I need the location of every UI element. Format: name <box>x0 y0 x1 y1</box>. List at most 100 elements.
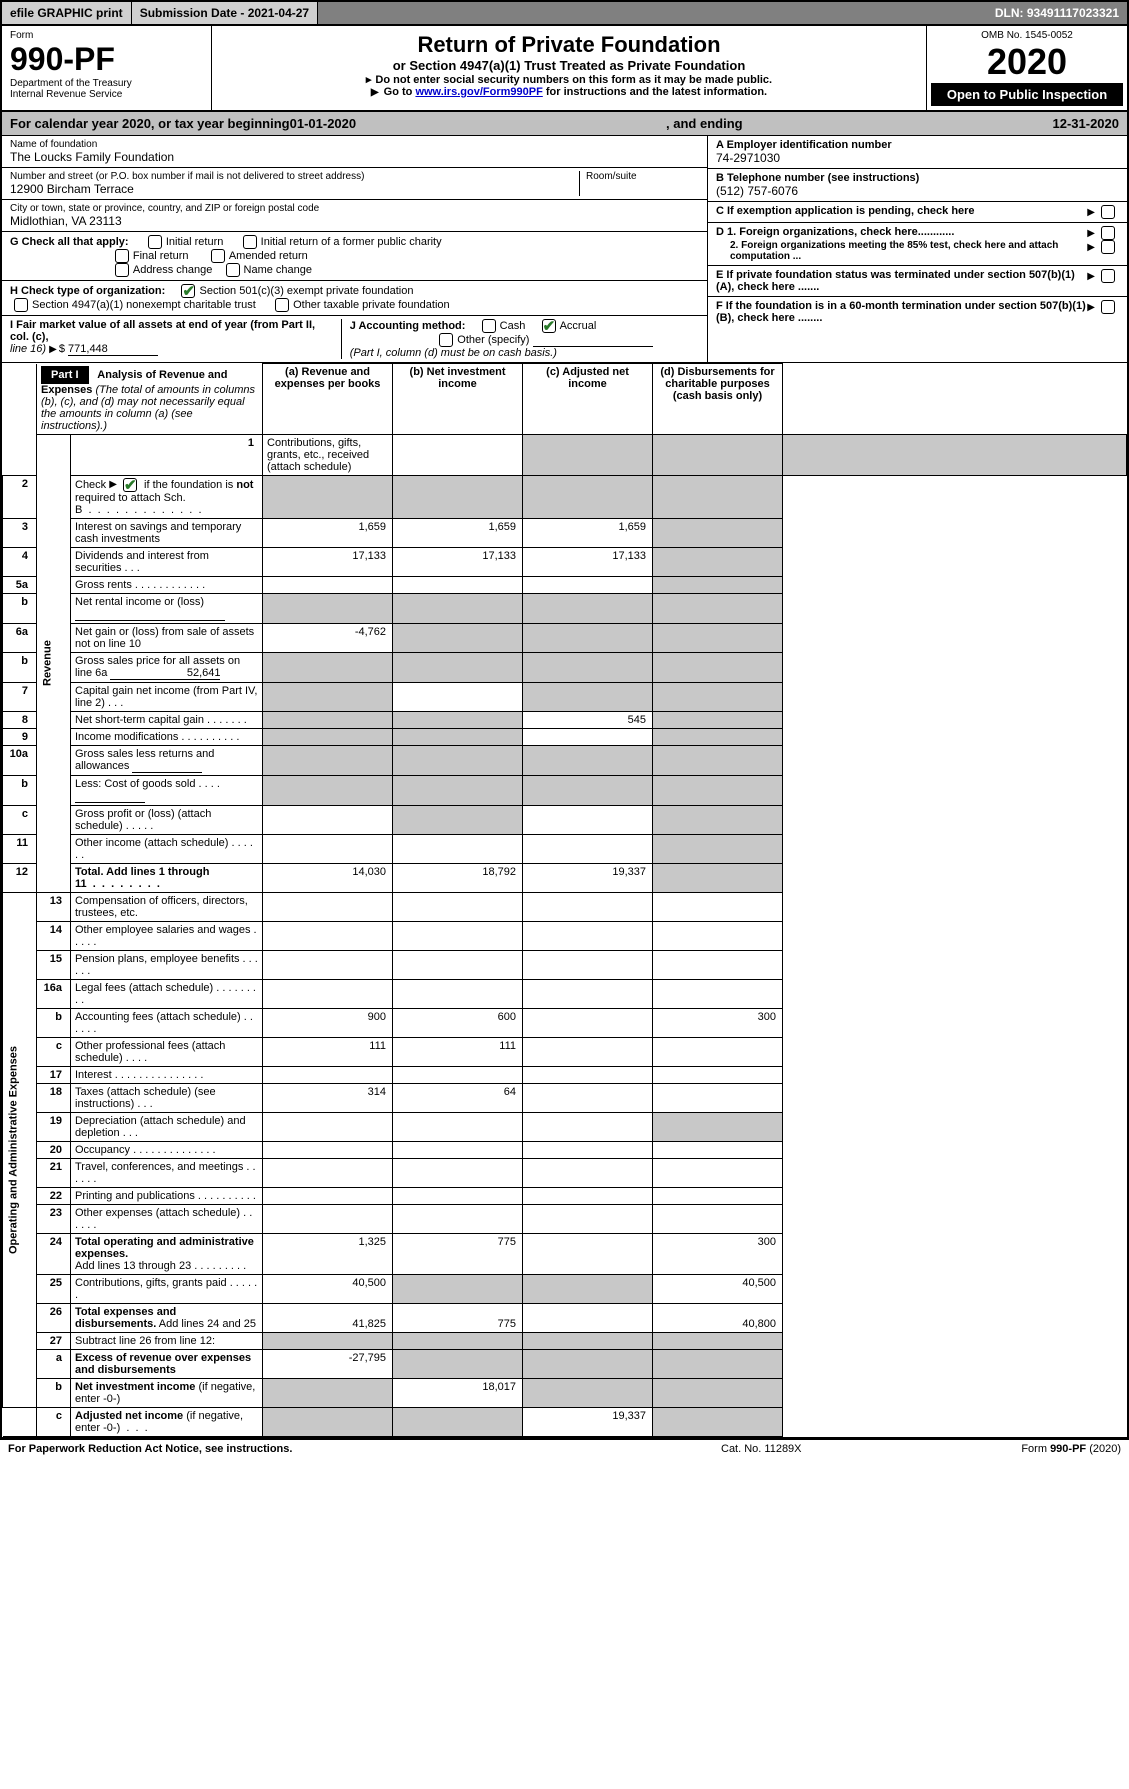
f-label: F If the foundation is in a 60-month ter… <box>716 300 1087 324</box>
g-o2: Initial return of a former public charit… <box>261 236 442 248</box>
check-cash[interactable] <box>482 319 496 333</box>
check-4947a1[interactable] <box>14 298 28 312</box>
room-label: Room/suite <box>586 171 699 182</box>
lineno: c <box>37 1407 71 1436</box>
lineno: 13 <box>37 892 71 921</box>
lineno: b <box>3 593 37 623</box>
j-note: (Part I, column (d) must be on cash basi… <box>350 347 557 359</box>
desc: Interest on savings and temporary cash i… <box>71 518 263 547</box>
e-cell: E If private foundation status was termi… <box>708 266 1127 297</box>
check-f[interactable] <box>1101 300 1115 314</box>
val-b: 18,017 <box>393 1378 523 1407</box>
row-26: 26 Total expenses and disbursements. Add… <box>3 1303 1127 1332</box>
val-a: 40,500 <box>263 1274 393 1303</box>
tax-year-row: For calendar year 2020, or tax year begi… <box>2 112 1127 136</box>
form-header: Form 990-PF Department of the Treasury I… <box>2 26 1127 112</box>
part1-header: Part I <box>41 366 89 384</box>
val-a: 111 <box>263 1037 393 1066</box>
street-address: 12900 Bircham Terrace <box>10 182 579 196</box>
g-o6: Name change <box>244 264 313 276</box>
instructions-link[interactable]: www.irs.gov/Form990PF <box>415 86 542 98</box>
check-initial-former[interactable] <box>243 235 257 249</box>
row-11: 11 Other income (attach schedule) . . . … <box>3 834 1127 863</box>
footer: For Paperwork Reduction Act Notice, see … <box>0 1439 1129 1458</box>
tel-label: B Telephone number (see instructions) <box>716 172 1119 184</box>
check-sch-b[interactable] <box>123 478 137 492</box>
i-line16: line 16) <box>10 343 46 355</box>
row-27: 27 Subtract line 26 from line 12: <box>3 1332 1127 1349</box>
desc: Income modifications . . . . . . . . . . <box>71 728 263 745</box>
check-d1[interactable] <box>1101 226 1115 240</box>
row-1: Revenue 1 Contributions, gifts, grants, … <box>3 434 1127 475</box>
desc: Gross profit or (loss) (attach schedule)… <box>71 805 263 834</box>
form-title: Return of Private Foundation <box>218 32 920 58</box>
lineno: 4 <box>3 547 37 576</box>
city-label: City or town, state or province, country… <box>10 203 699 214</box>
tax-year-end: 12-31-2020 <box>1053 116 1120 131</box>
lineno: c <box>3 805 37 834</box>
row-7: 7 Capital gain net income (from Part IV,… <box>3 682 1127 711</box>
val-c: 545 <box>523 711 653 728</box>
city-state-zip: Midlothian, VA 23113 <box>10 214 699 228</box>
instr-2: Go to www.irs.gov/Form990PF for instruct… <box>218 86 920 98</box>
efile-print-button[interactable]: efile GRAPHIC print <box>2 2 132 24</box>
check-501c3[interactable] <box>181 284 195 298</box>
check-initial-return[interactable] <box>148 235 162 249</box>
check-e[interactable] <box>1101 269 1115 283</box>
g-o5: Address change <box>133 264 213 276</box>
desc: Gross sales price for all assets on line… <box>71 652 263 682</box>
val-b: 775 <box>393 1233 523 1274</box>
submission-date-button[interactable]: Submission Date - 2021-04-27 <box>132 2 318 24</box>
check-other-method[interactable] <box>439 333 453 347</box>
check-name-change[interactable] <box>226 263 240 277</box>
section-h: H Check type of organization: Section 50… <box>2 281 707 316</box>
section-ij: I Fair market value of all assets at end… <box>2 316 707 362</box>
lineno: 24 <box>37 1233 71 1274</box>
fmv-value: 771,448 <box>68 343 158 356</box>
check-c[interactable] <box>1101 205 1115 219</box>
city-cell: City or town, state or province, country… <box>2 200 707 232</box>
desc: Printing and publications . . . . . . . … <box>71 1187 263 1204</box>
check-final-return[interactable] <box>115 249 129 263</box>
check-amended-return[interactable] <box>211 249 225 263</box>
footer-mid: Cat. No. 11289X <box>721 1443 921 1455</box>
desc: Adjusted net income (if negative, enter … <box>71 1407 263 1436</box>
lineno: 15 <box>37 950 71 979</box>
desc: Contributions, gifts, grants paid . . . … <box>71 1274 263 1303</box>
instr-2-pre: Go to <box>384 86 416 98</box>
row-10a: 10a Gross sales less returns and allowan… <box>3 745 1127 775</box>
desc: Check if the foundation is not required … <box>71 475 263 518</box>
entity-left: Name of foundation The Loucks Family Fou… <box>2 136 707 362</box>
e-label: E If private foundation status was termi… <box>716 269 1087 293</box>
ein-cell: A Employer identification number 74-2971… <box>708 136 1127 169</box>
f-cell: F If the foundation is in a 60-month ter… <box>708 297 1127 327</box>
check-accrual[interactable] <box>542 319 556 333</box>
col-a-header: (a) Revenue and expenses per books <box>263 364 393 435</box>
check-address-change[interactable] <box>115 263 129 277</box>
addr-label: Number and street (or P.O. box number if… <box>10 171 579 182</box>
check-d2[interactable] <box>1101 240 1115 254</box>
dln-label: DLN: 93491117023321 <box>987 2 1127 24</box>
check-other-taxable[interactable] <box>275 298 289 312</box>
val-d: 300 <box>653 1008 783 1037</box>
desc: Travel, conferences, and meetings . . . … <box>71 1158 263 1187</box>
col-c-header: (c) Adjusted net income <box>523 364 653 435</box>
row-3: 3 Interest on savings and temporary cash… <box>3 518 1127 547</box>
row-21: 21Travel, conferences, and meetings . . … <box>3 1158 1127 1187</box>
instr-1: Do not enter social security numbers on … <box>218 73 920 86</box>
desc: Other employee salaries and wages . . . … <box>71 921 263 950</box>
i-label: I Fair market value of all assets at end… <box>10 319 315 343</box>
j-cash: Cash <box>500 320 526 332</box>
d2-label: 2. Foreign organizations meeting the 85%… <box>716 240 1087 262</box>
val-c: 19,337 <box>523 863 653 892</box>
lineno: 19 <box>37 1112 71 1141</box>
desc: Total expenses and disbursements. Add li… <box>71 1303 263 1332</box>
desc: Taxes (attach schedule) (see instruction… <box>71 1083 263 1112</box>
j-label: J Accounting method: <box>350 320 466 332</box>
row-27a: a Excess of revenue over expenses and di… <box>3 1349 1127 1378</box>
desc: Subtract line 26 from line 12: <box>71 1332 263 1349</box>
val-a: 17,133 <box>263 547 393 576</box>
lineno: 11 <box>3 834 37 863</box>
row-24: 24 Total operating and administrative ex… <box>3 1233 1127 1274</box>
row-23: 23Other expenses (attach schedule) . . .… <box>3 1204 1127 1233</box>
